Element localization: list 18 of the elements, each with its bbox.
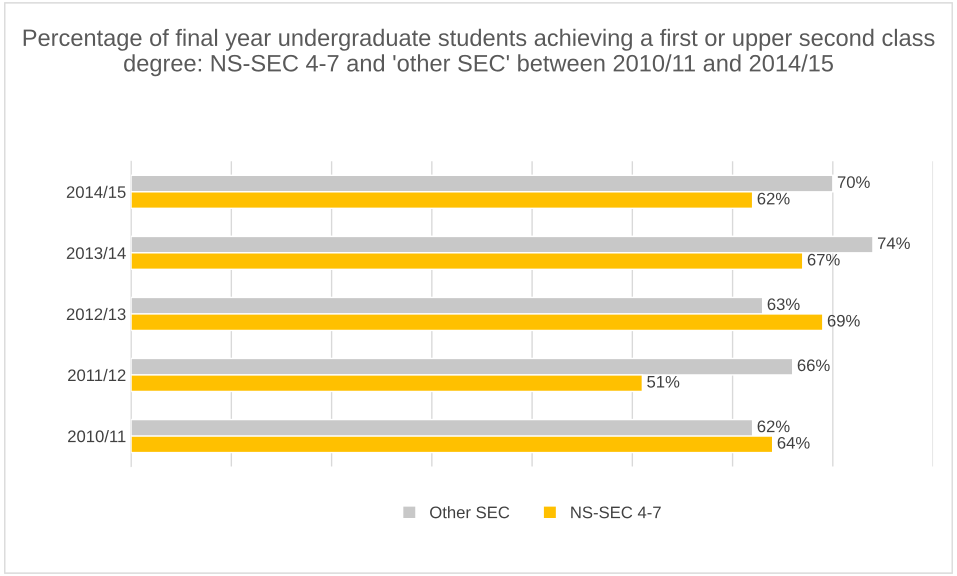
y-tick-label: 2011/12: [68, 368, 126, 382]
data-label: 66%: [798, 359, 830, 372]
y-tick-label: 2013/14: [66, 246, 126, 260]
legend-label: NS-SEC 4-7: [571, 506, 661, 518]
data-label: 62%: [758, 420, 790, 432]
y-tick-label: 2010/11: [68, 430, 126, 442]
data-label: 74%: [878, 237, 910, 250]
legend-label: Other SEC: [430, 506, 510, 518]
data-label: 69%: [828, 314, 860, 327]
data-label: 62%: [758, 192, 790, 205]
data-label: 64%: [778, 436, 810, 449]
y-tick-label: 2014/15: [66, 186, 126, 198]
data-label: 70%: [838, 176, 870, 188]
data-label: 63%: [768, 298, 800, 310]
chart-title: Percentage of final year undergraduate students achieving a first or upper second class degree: NS-SEC 4-7 and 'other SEC' between 2010/11 and 2014/15: [24, 28, 934, 76]
y-tick-label: 2012/13: [66, 308, 126, 320]
data-label: 67%: [808, 254, 840, 266]
data-label: 51%: [647, 376, 680, 388]
